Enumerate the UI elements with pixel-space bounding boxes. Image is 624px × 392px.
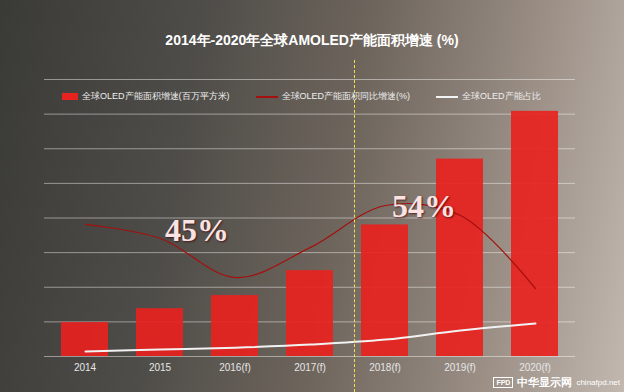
- svg-text:2016(f): 2016(f): [219, 362, 251, 373]
- svg-text:2015: 2015: [149, 362, 172, 373]
- html-text:45%: 45%: [165, 212, 229, 248]
- html-text:中华显示网 chinafpd.net: 中华显示网 chinafpd.net: [517, 376, 620, 388]
- svg-text:2020(f): 2020(f): [519, 362, 551, 373]
- svg-text:2018(f): 2018(f): [369, 362, 401, 373]
- svg-text:2017(f): 2017(f): [294, 362, 326, 373]
- svg-text:2014: 2014: [74, 362, 97, 373]
- html-text:54%: 54%: [392, 188, 456, 224]
- svg-text:2019(f): 2019(f): [444, 362, 476, 373]
- html-text:FPD: FPD: [496, 379, 511, 386]
- html-text:2014年-2020年全球AMOLED产能面积增速 (%): 2014年-2020年全球AMOLED产能面积增速 (%): [165, 32, 459, 48]
- html-text:全球OLED产能占比: 全球OLED产能占比: [462, 91, 541, 101]
- html-text:全球OLED产能面积同比增速(%): 全球OLED产能面积同比增速(%): [281, 91, 410, 101]
- html-text:全球OLED产能面积增速(百万平方米): 全球OLED产能面积增速(百万平方米): [82, 91, 230, 101]
